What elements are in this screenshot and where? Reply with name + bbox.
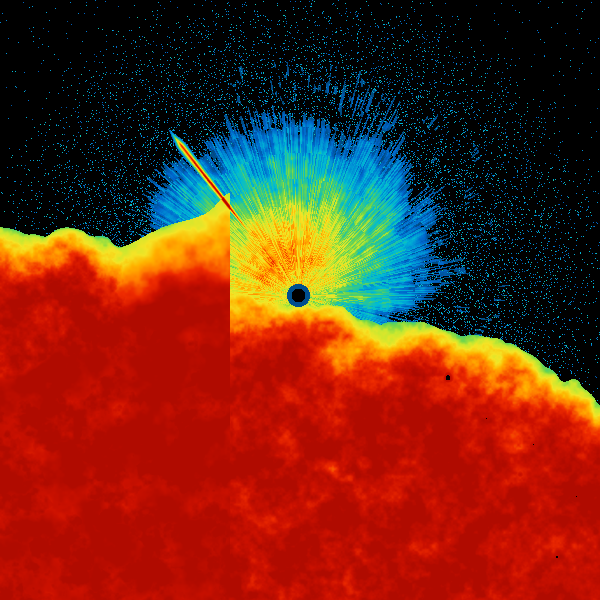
radar-display bbox=[0, 0, 600, 600]
radar-reflectivity-raster bbox=[0, 0, 600, 600]
